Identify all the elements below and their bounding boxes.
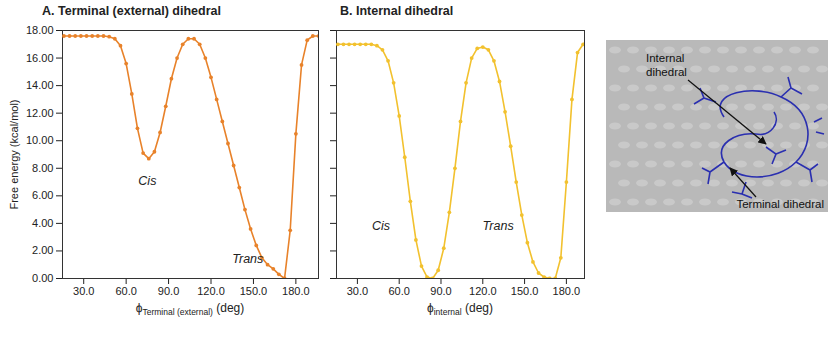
svg-text:120.0: 120.0 <box>197 285 225 297</box>
svg-text:6.00: 6.00 <box>32 189 53 201</box>
svg-text:150.0: 150.0 <box>511 285 539 297</box>
svg-text:0.00: 0.00 <box>32 272 53 284</box>
svg-text:30.0: 30.0 <box>73 285 94 297</box>
svg-text:10.00: 10.00 <box>26 134 54 146</box>
html-text:B. Internal dihedral: B. Internal dihedral <box>340 4 454 18</box>
svg-text:Trans: Trans <box>483 219 514 233</box>
svg-text:Free energy (kcal/mol): Free energy (kcal/mol) <box>8 99 20 209</box>
svg-text:18.00: 18.00 <box>26 24 54 36</box>
svg-text:60.0: 60.0 <box>115 285 136 297</box>
svg-text:Internaldihedral: Internaldihedral <box>646 52 687 78</box>
svg-text:8.00: 8.00 <box>32 162 53 174</box>
html-text:A. Terminal (external) dihedra: A. Terminal (external) dihedral <box>42 4 221 18</box>
svg-text:2.00: 2.00 <box>32 244 53 256</box>
svg-text:12.00: 12.00 <box>26 107 54 119</box>
svg-text:60.0: 60.0 <box>388 285 409 297</box>
svg-text:180.0: 180.0 <box>553 285 581 297</box>
svg-text:90.0: 90.0 <box>430 285 451 297</box>
svg-text:Trans: Trans <box>232 252 263 266</box>
svg-text:16.00: 16.00 <box>26 52 54 64</box>
svg-text:Cis: Cis <box>372 219 390 233</box>
svg-text:150.0: 150.0 <box>240 285 268 297</box>
svg-text:180.0: 180.0 <box>282 285 310 297</box>
svg-text:30.0: 30.0 <box>347 285 368 297</box>
svg-text:4.00: 4.00 <box>32 217 53 229</box>
svg-text:Terminal dihedral: Terminal dihedral <box>736 198 824 210</box>
svg-text:ϕinternal (deg): ϕinternal (deg) <box>427 301 493 317</box>
svg-text:ϕTerminal (external) (deg): ϕTerminal (external) (deg) <box>136 301 244 317</box>
svg-text:90.0: 90.0 <box>158 285 179 297</box>
svg-text:14.00: 14.00 <box>26 79 54 91</box>
svg-text:Cis: Cis <box>138 174 156 188</box>
svg-text:120.0: 120.0 <box>469 285 497 297</box>
